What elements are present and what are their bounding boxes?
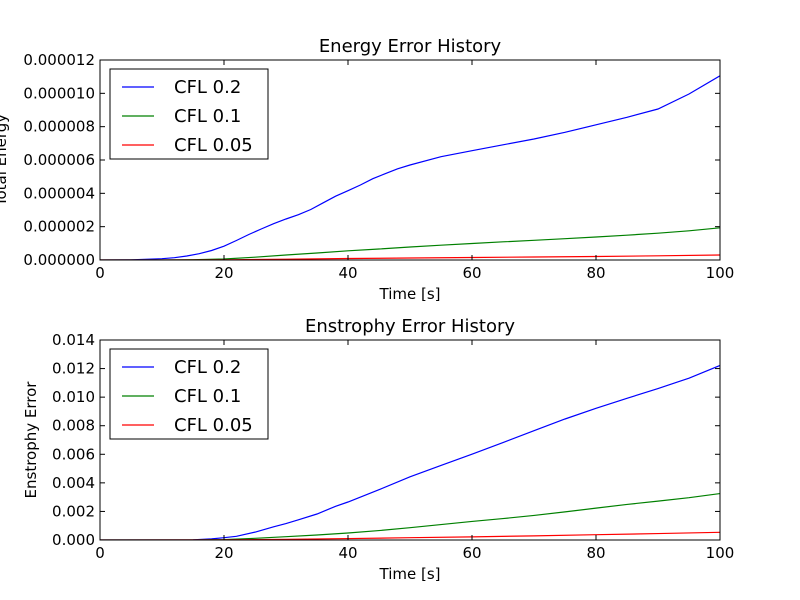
legend-label: CFL 0.2: [174, 357, 241, 378]
y-axis-label: Total Energy: [0, 114, 10, 207]
y-tick-label: 0.000004: [23, 184, 95, 202]
legend-label: CFL 0.1: [174, 106, 241, 127]
x-tick-label: 0: [95, 264, 105, 282]
legend-label: CFL 0.1: [174, 386, 241, 407]
y-tick-label: 0.014: [52, 331, 95, 349]
legend-label: CFL 0.05: [174, 135, 253, 156]
x-tick-label: 40: [338, 264, 357, 282]
x-tick-label: 0: [95, 544, 105, 562]
y-tick-label: 0.000010: [23, 84, 95, 102]
x-tick-label: 100: [706, 264, 735, 282]
series-line: [100, 531, 720, 540]
plot-frame: [99, 339, 721, 541]
y-tick-label: 0.004: [52, 474, 95, 492]
chart-title: Enstrophy Error History: [305, 316, 515, 337]
y-tick-label: 0.008: [52, 417, 95, 435]
x-tick-label: 80: [586, 544, 605, 562]
legend-box: [109, 68, 269, 160]
y-tick-label: 0.000006: [23, 151, 95, 169]
y-tick-label: 0.006: [52, 445, 95, 463]
series-line: [100, 227, 720, 260]
y-tick-label: 0.012: [52, 360, 95, 378]
chart-title: Energy Error History: [319, 36, 502, 57]
series-line: [100, 492, 720, 540]
y-tick-label: 0.000000: [23, 251, 95, 269]
x-tick-label: 80: [586, 264, 605, 282]
x-axis-label: Time [s]: [379, 285, 441, 303]
x-tick-label: 20: [214, 544, 233, 562]
series-line: [100, 75, 720, 260]
y-tick-label: 0.010: [52, 388, 95, 406]
x-tick-label: 60: [462, 544, 481, 562]
x-axis-label: Time [s]: [379, 565, 441, 583]
legend: CFL 0.2 CFL 0.1 CFL 0.05: [109, 348, 269, 440]
x-tick-label: 20: [214, 264, 233, 282]
y-tick-label: 0.000: [52, 531, 95, 549]
legend: CFL 0.2 CFL 0.1 CFL 0.05: [109, 68, 269, 160]
legend-label: CFL 0.2: [174, 77, 241, 98]
y-tick-label: 0.000008: [23, 118, 95, 136]
legend-box: [109, 348, 269, 440]
y-tick-label: 0.000012: [23, 51, 95, 69]
x-tick-label: 60: [462, 264, 481, 282]
chart-panel-2: 0 20 40 60 80 100 0.000 0.002 0.004 0.006 0.008 0.0…: [22, 316, 734, 583]
x-tick-label: 40: [338, 544, 357, 562]
legend-label: CFL 0.05: [174, 415, 253, 436]
chart-panel-1: 0 20 40 60 80 100 0.000000 0.000002 0.000004 0.00…: [0, 36, 734, 303]
y-tick-label: 0.000002: [23, 218, 95, 236]
y-axis-label: Enstrophy Error: [22, 381, 40, 499]
x-tick-label: 100: [706, 544, 735, 562]
y-tick-label: 0.002: [52, 502, 95, 520]
